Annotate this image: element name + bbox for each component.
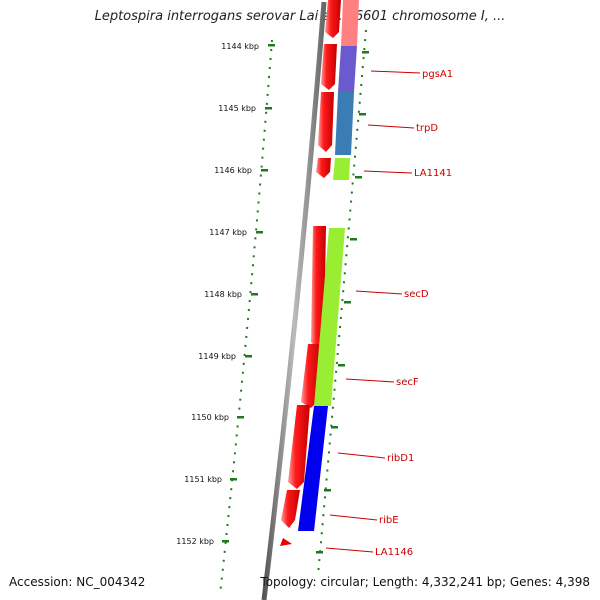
accession-label: Accession: NC_004342 [9, 575, 146, 589]
map-title: Leptospira interrogans serovar Lai str. … [94, 9, 506, 24]
kbp-label: 1147 kbp [209, 228, 247, 237]
gene-label-pgsa1[interactable]: pgsA1 [422, 69, 453, 80]
gene-block[interactable] [341, 0, 359, 46]
gene-ticks [316, 51, 369, 554]
gene-label-la1146[interactable]: LA1146 [375, 547, 413, 558]
genome-summary: Topology: circular; Length: 4,332,241 bp… [260, 575, 590, 589]
kbp-label: 1145 kbp [218, 104, 256, 113]
chromosome-backbone [261, 1, 327, 600]
gene-arrow[interactable] [316, 158, 331, 178]
gene-arrow[interactable] [280, 538, 292, 546]
gene-callouts [325, 70, 421, 553]
gene-block[interactable] [338, 46, 357, 92]
kbp-label: 1151 kbp [184, 475, 222, 484]
gene-scale [317, 29, 367, 576]
gene-label-ribe[interactable]: ribE [379, 515, 399, 526]
gene-arrow[interactable] [325, 0, 341, 38]
kbp-label: 1149 kbp [198, 352, 236, 361]
gene-label-ribd1[interactable]: ribD1 [387, 453, 414, 464]
reverse-strand-genes [298, 0, 359, 531]
gene-block[interactable] [298, 406, 328, 531]
kbp-label: 1144 kbp [221, 42, 259, 51]
gene-block[interactable] [335, 92, 354, 155]
gene-label-secd[interactable]: secD [404, 289, 429, 300]
gene-arrow[interactable] [288, 405, 310, 489]
gene-arrow[interactable] [321, 44, 337, 90]
kbp-ticks [222, 44, 275, 543]
kbp-scale [219, 39, 273, 596]
kbp-label: 1150 kbp [191, 413, 229, 422]
gene-label-secf[interactable]: secF [396, 377, 419, 388]
gene-arrow[interactable] [281, 490, 300, 528]
kbp-label: 1148 kbp [204, 290, 242, 299]
gene-arrow[interactable] [318, 92, 334, 152]
kbp-label: 1152 kbp [176, 537, 214, 546]
gene-label-trpd[interactable]: trpD [416, 123, 438, 134]
gene-label-la1141[interactable]: LA1141 [414, 168, 452, 179]
gene-block[interactable] [314, 228, 345, 406]
kbp-label: 1146 kbp [214, 166, 252, 175]
gene-block[interactable] [333, 158, 350, 180]
